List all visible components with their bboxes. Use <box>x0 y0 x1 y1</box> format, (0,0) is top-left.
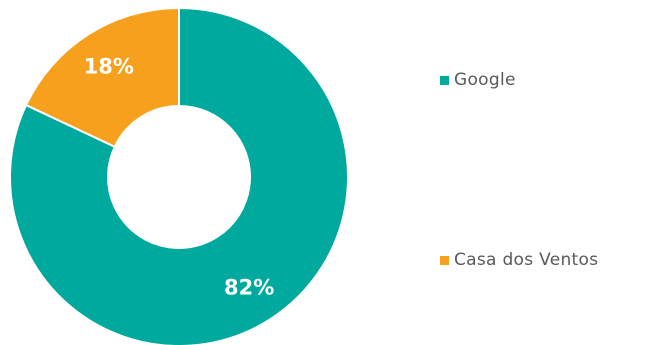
legend-swatch-google <box>440 75 449 85</box>
legend-item-google[interactable]: Google <box>440 68 516 92</box>
slice-labels-group: 82% 18% <box>84 54 275 299</box>
legend-label-casa-dos-ventos: Casa dos Ventos <box>454 250 599 270</box>
legend-item-casa-dos-ventos[interactable]: Casa dos Ventos <box>440 248 598 272</box>
legend-label-google: Google <box>454 70 516 90</box>
legend-swatch-casa-dos-ventos <box>440 255 449 265</box>
slice-casa-dos-ventos[interactable] <box>24 6 180 149</box>
slice-label-casa-dos-ventos: 18% <box>84 54 134 78</box>
slices-group <box>9 6 349 345</box>
slice-label-google: 82% <box>224 276 274 300</box>
slice-google[interactable] <box>9 6 349 345</box>
